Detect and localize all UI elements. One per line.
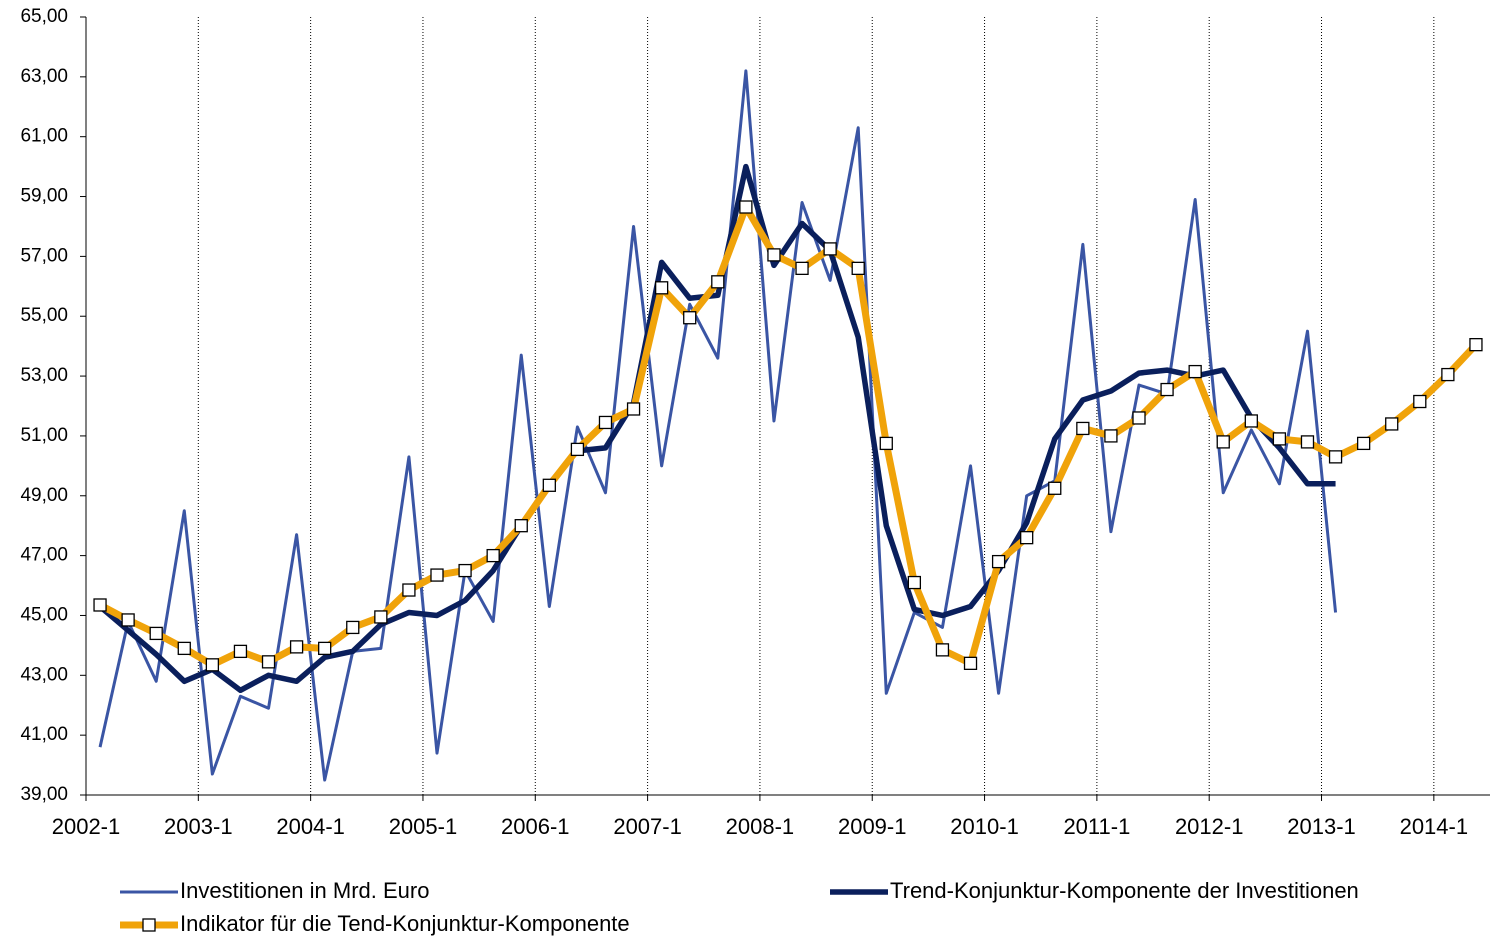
marker	[486, 548, 500, 563]
x-tick-label: 2013-1	[1287, 814, 1356, 839]
y-tick-label: 45,00	[20, 604, 68, 625]
marker	[542, 478, 556, 492]
x-tick-label: 2004-1	[276, 814, 345, 839]
y-tick-label: 59,00	[20, 186, 68, 207]
marker	[177, 641, 191, 656]
marker	[683, 311, 697, 325]
marker	[739, 200, 753, 214]
marker	[318, 641, 332, 656]
y-tick-label: 55,00	[20, 305, 68, 326]
marker	[963, 656, 978, 670]
marker	[1216, 435, 1230, 449]
marker	[93, 598, 107, 612]
marker	[654, 281, 669, 295]
marker	[1104, 429, 1118, 443]
marker	[402, 583, 416, 597]
marker	[907, 575, 922, 590]
y-tick-label: 41,00	[20, 724, 68, 745]
x-tick-label: 2011-1	[1063, 814, 1130, 839]
y-tick-label: 57,00	[20, 245, 68, 266]
marker	[767, 248, 781, 262]
marker	[374, 610, 388, 624]
series-line	[98, 69, 1338, 782]
x-tick-label: 2007-1	[613, 814, 682, 839]
marker	[1132, 411, 1146, 425]
marker	[570, 442, 585, 457]
marker	[1469, 338, 1483, 352]
y-tick-label: 51,00	[20, 425, 68, 446]
marker	[1188, 364, 1202, 379]
marker	[1272, 432, 1287, 446]
legend-label: Indikator für die Tend-Konjunktur-Kompon…	[180, 911, 630, 936]
marker	[1356, 436, 1371, 451]
marker	[1020, 531, 1034, 545]
marker	[795, 261, 809, 276]
marker	[261, 655, 276, 669]
y-tick-label: 53,00	[20, 365, 68, 386]
marker	[879, 436, 893, 451]
legend-marker	[142, 918, 156, 932]
marker	[851, 261, 865, 276]
y-tick-label: 65,00	[20, 6, 68, 27]
marker	[823, 242, 837, 256]
marker	[711, 275, 725, 289]
marker	[626, 402, 641, 416]
marker	[1160, 382, 1174, 397]
marker	[991, 554, 1006, 569]
y-tick-label: 61,00	[20, 126, 68, 147]
y-tick-label: 43,00	[20, 664, 68, 685]
marker	[233, 644, 248, 659]
x-tick-label: 2009-1	[838, 814, 907, 839]
y-tick-label: 49,00	[20, 485, 68, 506]
marker	[205, 658, 220, 672]
legend-label: Investitionen in Mrd. Euro	[180, 878, 429, 903]
marker	[598, 415, 613, 430]
marker	[1048, 481, 1062, 495]
y-tick-label: 47,00	[20, 545, 68, 566]
marker	[1076, 421, 1090, 436]
marker	[1244, 414, 1258, 428]
x-tick-label: 2012-1	[1175, 814, 1244, 839]
series-line	[98, 203, 1479, 669]
marker	[1385, 417, 1399, 431]
x-tick-label: 2002-1	[52, 814, 121, 839]
marker	[289, 640, 304, 654]
x-tick-label: 2005-1	[389, 814, 458, 839]
x-tick-label: 2014-1	[1400, 814, 1469, 839]
marker	[458, 563, 472, 578]
x-tick-label: 2008-1	[726, 814, 795, 839]
marker	[346, 620, 360, 635]
y-tick-label: 63,00	[20, 66, 68, 87]
x-tick-label: 2003-1	[164, 814, 233, 839]
legend-label: Trend-Konjunktur-Komponente der Investit…	[890, 878, 1359, 903]
marker	[1413, 394, 1427, 409]
marker	[1328, 450, 1343, 464]
series-line	[98, 163, 1336, 694]
marker	[430, 568, 444, 582]
marker	[1300, 435, 1315, 449]
y-tick-label: 39,00	[20, 784, 68, 805]
marker	[1441, 367, 1455, 382]
x-tick-label: 2006-1	[501, 814, 570, 839]
marker	[935, 643, 950, 657]
marker	[149, 626, 163, 641]
x-tick-label: 2010-1	[950, 814, 1019, 839]
marker	[121, 613, 135, 627]
marker	[514, 519, 528, 533]
